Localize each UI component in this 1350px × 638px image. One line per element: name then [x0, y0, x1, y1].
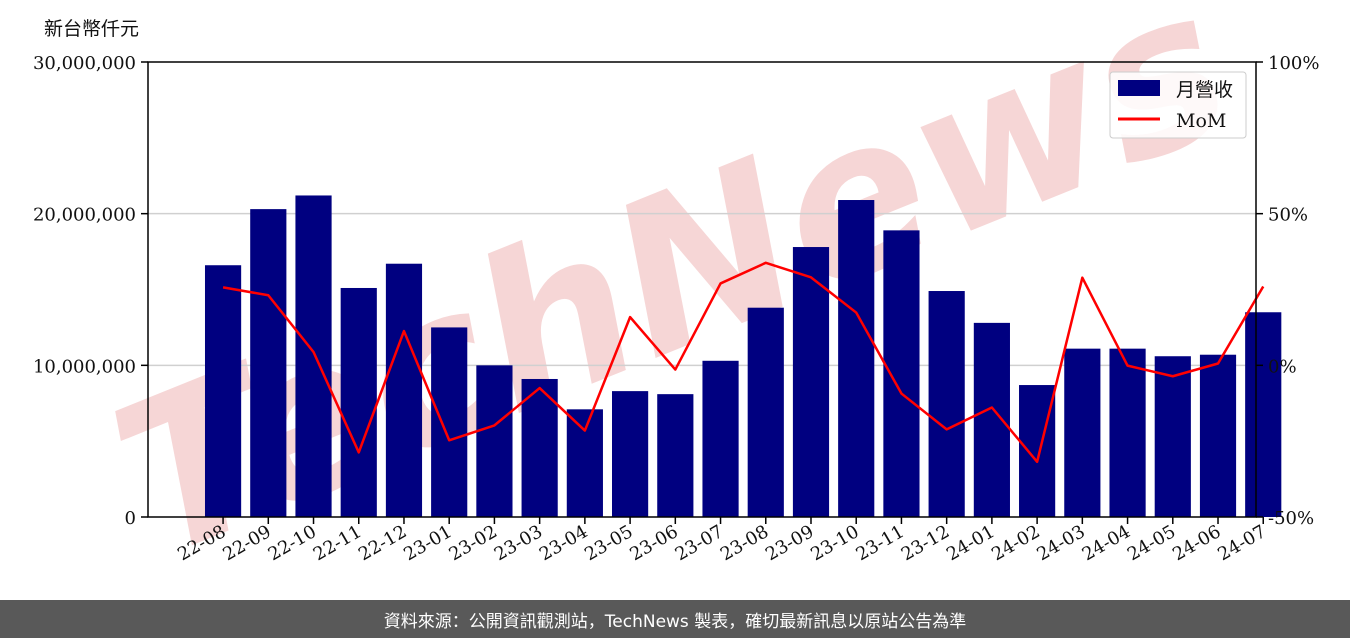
plot-frame — [147, 61, 1257, 518]
mom-line-series — [222, 261, 1265, 464]
right-axis-tick-label: 50% — [1268, 205, 1308, 226]
right-y-axis: -50% 0% 50% 100% — [1256, 53, 1319, 529]
x-axis-tick-label: 24-03 — [1033, 521, 1088, 565]
x-axis-tick-label: 23-02 — [445, 521, 500, 565]
revenue-bar — [295, 195, 332, 517]
revenue-bar — [521, 378, 558, 517]
chart-container: TechNews 0 10,000,000 20,000,000 30,000,000… — [33, 0, 1320, 600]
revenue-bar — [1019, 385, 1056, 517]
x-axis-tick-label: 23-06 — [626, 521, 681, 565]
x-axis-tick-label: 23-11 — [853, 521, 908, 565]
x-axis-tick-label: 24-01 — [943, 521, 998, 565]
left-axis-tick-label: 10,000,000 — [33, 356, 136, 377]
x-axis-tick-label: 24-06 — [1169, 521, 1224, 565]
bar-series — [204, 195, 1282, 518]
x-axis-tick-label: 24-05 — [1124, 521, 1179, 565]
revenue-bar — [1199, 354, 1237, 517]
x-axis-tick-label: 23-12 — [898, 521, 953, 565]
revenue-bar — [1064, 348, 1101, 517]
legend-label-mom: MoM — [1176, 110, 1226, 132]
x-axis-tick-label: 24-04 — [1079, 521, 1134, 565]
x-axis-tick-label: 23-03 — [491, 521, 546, 565]
left-y-axis: 0 10,000,000 20,000,000 30,000,000 — [33, 53, 148, 529]
x-axis-tick-label: 24-07 — [1214, 521, 1269, 565]
right-axis-tick-label: 100% — [1268, 53, 1319, 74]
x-axis-tick-label: 23-09 — [762, 521, 817, 565]
left-axis-unit-label: 新台幣仟元 — [44, 18, 140, 40]
mom-line — [222, 261, 1265, 464]
revenue-bar — [792, 247, 830, 518]
revenue-bar — [883, 230, 920, 517]
revenue-bar — [1154, 356, 1191, 517]
legend-bar-swatch — [1118, 80, 1160, 96]
right-axis-tick-label: 0% — [1268, 356, 1297, 377]
revenue-bar — [612, 391, 649, 517]
x-axis-tick-label: 23-10 — [807, 521, 862, 565]
revenue-bar — [250, 209, 287, 517]
footer-source-note: 資料來源：公開資訊觀測站，TechNews 製表，確切最新訊息以原站公告為準 — [0, 600, 1350, 638]
revenue-bar — [204, 265, 242, 517]
legend-label-revenue: 月營收 — [1176, 79, 1233, 101]
revenue-bar — [566, 409, 603, 517]
revenue-bar — [431, 327, 468, 517]
right-axis-tick-label: -50% — [1268, 508, 1314, 529]
x-axis-tick-label: 23-08 — [717, 521, 772, 565]
x-axis-tick-label: 23-07 — [672, 521, 727, 565]
revenue-bar — [973, 322, 1010, 517]
x-axis-tick-label: 23-04 — [536, 521, 591, 565]
x-axis-tick-label: 24-02 — [988, 521, 1043, 565]
revenue-chart: TechNews 010,000,00020,000,00030,000,000… — [33, 0, 1320, 600]
legend: 月營收 MoM — [1109, 71, 1247, 139]
revenue-bar — [838, 200, 875, 517]
left-axis-tick-label: 30,000,000 — [33, 53, 136, 74]
left-axis-tick-label: 20,000,000 — [33, 205, 136, 226]
revenue-bar — [476, 365, 513, 517]
revenue-bar — [385, 263, 423, 517]
revenue-bar — [657, 394, 694, 517]
revenue-bar — [340, 287, 377, 517]
x-axis-tick-label: 23-05 — [581, 521, 636, 565]
revenue-bar — [747, 307, 784, 517]
footer-text: 資料來源：公開資訊觀測站，TechNews 製表，確切最新訊息以原站公告為準 — [383, 611, 967, 632]
left-axis-tick-label: 0 — [125, 508, 136, 529]
revenue-bar — [928, 291, 965, 517]
revenue-bar — [1109, 348, 1146, 517]
revenue-bar — [1245, 312, 1282, 517]
revenue-bar — [702, 360, 739, 517]
x-axis-tick-label: 23-01 — [400, 521, 455, 565]
